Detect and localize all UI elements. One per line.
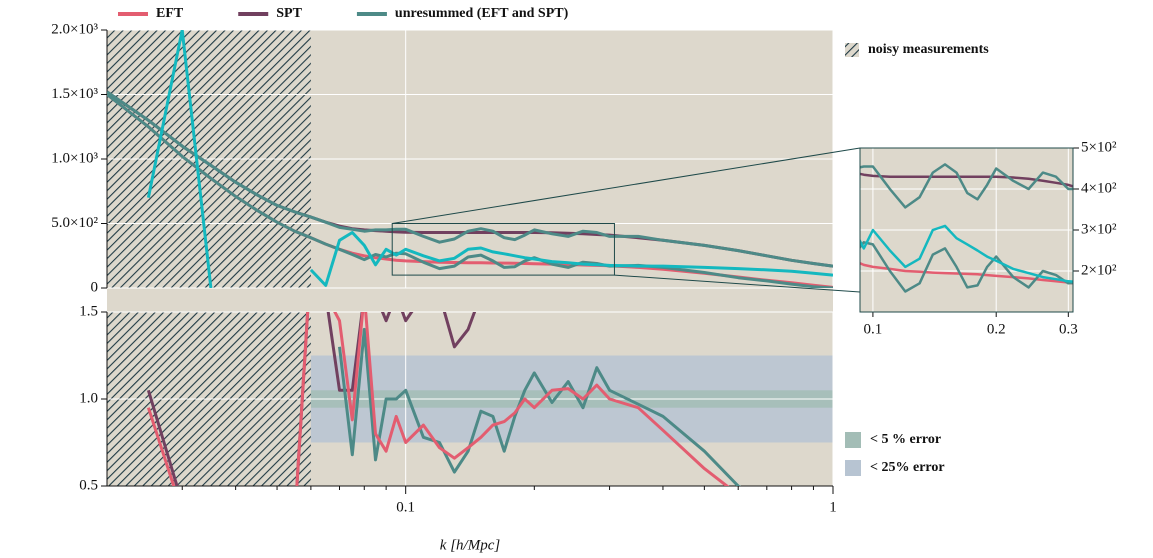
y-tick-label: 1.5×10³ bbox=[51, 86, 98, 102]
y-tick-label: 2×10² bbox=[1081, 262, 1117, 278]
band-swatch bbox=[845, 432, 861, 448]
y-tick-label: 1.5 bbox=[79, 303, 98, 319]
line-series bbox=[860, 163, 1073, 209]
line-series bbox=[860, 261, 1073, 285]
line-series bbox=[860, 241, 1073, 293]
series-group bbox=[107, 30, 833, 288]
line-series bbox=[146, 312, 477, 486]
y-tick-label: 0.5 bbox=[79, 477, 98, 493]
hatch-label: noisy measurements bbox=[868, 42, 989, 57]
zoom-connector bbox=[614, 274, 861, 293]
line-series bbox=[338, 327, 742, 486]
x-tick-label: 0.1 bbox=[864, 321, 883, 337]
y-tick-label: 1.0×10³ bbox=[51, 150, 98, 166]
zoom-connector bbox=[392, 147, 861, 224]
line-series bbox=[146, 30, 833, 288]
y-tick-label: 5×10² bbox=[1081, 139, 1117, 155]
series-group bbox=[860, 163, 1073, 293]
legend-label: SPT bbox=[276, 6, 302, 21]
inset-frame bbox=[859, 147, 1074, 313]
band-swatch bbox=[845, 460, 861, 476]
y-tick-label: 2.0×10³ bbox=[51, 21, 98, 37]
x-tick-label: 0.2 bbox=[987, 321, 1006, 337]
x-tick-label: 0.1 bbox=[396, 499, 415, 515]
x-tick-label: 1 bbox=[829, 499, 837, 515]
x-axis-label: k [h/Mpc] bbox=[440, 537, 501, 553]
hatch-icon bbox=[845, 43, 859, 57]
zoom-box bbox=[391, 223, 615, 276]
legend-label: unresummed (EFT and SPT) bbox=[395, 6, 569, 21]
line-series bbox=[860, 224, 1073, 283]
legend-label: EFT bbox=[156, 6, 184, 21]
line-series bbox=[146, 312, 730, 486]
series-group bbox=[146, 312, 742, 486]
band-label: < 5 % error bbox=[870, 432, 941, 447]
line-series bbox=[860, 172, 1073, 188]
y-tick-label: 1.0 bbox=[79, 390, 98, 406]
band-label: < 25% error bbox=[870, 460, 945, 475]
y-tick-label: 4×10² bbox=[1081, 180, 1117, 196]
y-tick-label: 5.0×10² bbox=[51, 215, 98, 231]
y-tick-label: 0 bbox=[91, 279, 99, 295]
y-tick-label: 3×10² bbox=[1081, 221, 1117, 237]
line-series bbox=[107, 90, 833, 268]
x-tick-label: 0.3 bbox=[1059, 321, 1078, 337]
